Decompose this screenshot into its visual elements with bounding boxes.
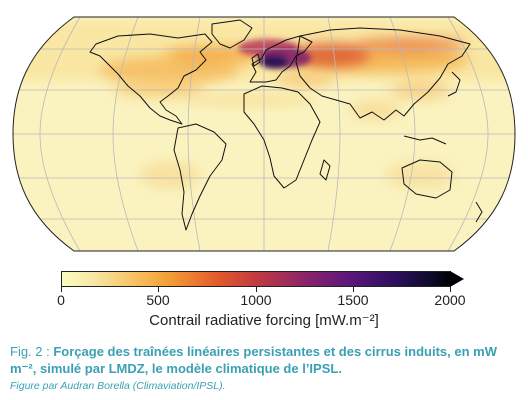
new-zealand-coast [475, 201, 483, 223]
south-america-coast [173, 123, 227, 231]
colorbar-tick [353, 287, 354, 292]
colorbar-tick-label: 1500 [337, 292, 369, 308]
colorbar-gradient [61, 271, 451, 287]
colorbar-tick [61, 287, 62, 292]
uk-coast [251, 53, 261, 67]
colorbar-extend-arrow [450, 271, 464, 287]
colorbar-tick-label: 1000 [240, 292, 272, 308]
europe-coast [249, 35, 313, 83]
colorbar-label: Contrail radiative forcing [mW.m⁻²] [149, 312, 379, 329]
colorbar-tick [256, 287, 257, 292]
caption-text: Forçage des traînées linéaires persistan… [10, 344, 497, 376]
colorbar [61, 271, 465, 287]
japan-coast [447, 71, 461, 97]
greenland-coast [211, 19, 253, 49]
colorbar-tick-label: 0 [57, 292, 65, 308]
colorbar-tick-label: 500 [146, 292, 170, 308]
caption-prefix: Fig. 2 : [10, 344, 54, 359]
globe-outline [12, 16, 516, 252]
coastlines [89, 19, 483, 231]
madagascar-coast [319, 159, 331, 181]
figure-credit: Figure par Audran Borella (Climaviation/… [10, 380, 226, 392]
world-map [12, 16, 516, 252]
colorbar-tick [158, 287, 159, 292]
australia-coast [401, 159, 453, 199]
figure-caption: Fig. 2 : Forçage des traînées linéaires … [10, 343, 520, 377]
asia-coast [295, 27, 471, 121]
colorbar-tick [450, 287, 451, 292]
africa-coast [243, 85, 321, 189]
graticule [13, 17, 515, 251]
north-america-coast [89, 33, 213, 125]
indonesia-coast [403, 135, 447, 145]
colorbar-tick-label: 2000 [434, 292, 466, 308]
